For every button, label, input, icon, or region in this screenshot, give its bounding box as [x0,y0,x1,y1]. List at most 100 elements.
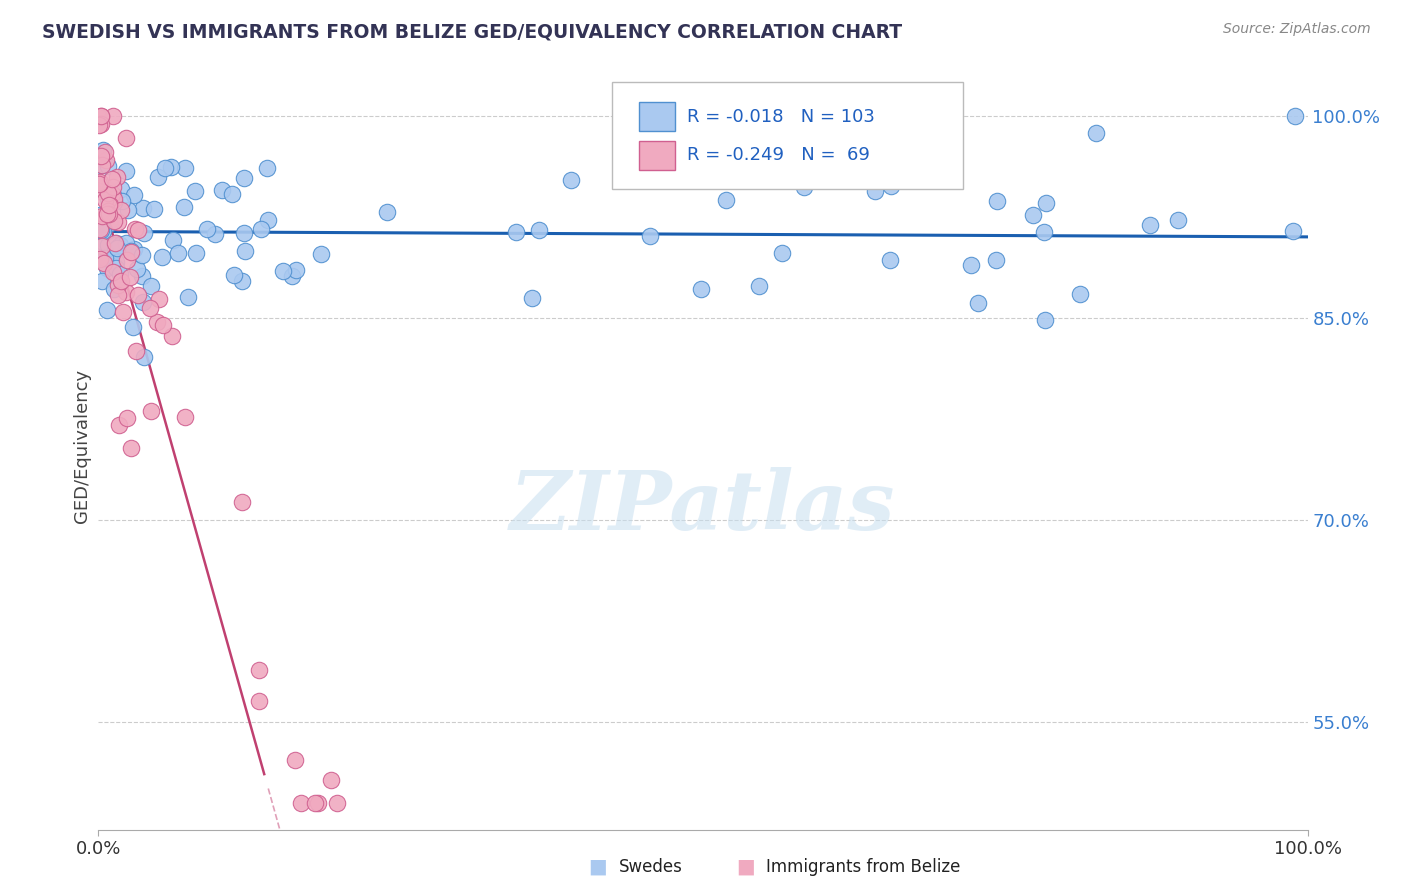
Point [793,179,815,194]
Point [117,411,139,425]
Point [139,301,162,315]
Point [527,223,550,237]
Point [233,244,256,258]
Point [90,148,112,162]
Point [90,223,112,237]
Point [690,282,713,296]
Point [91,158,114,172]
Point [115,285,138,299]
Point [285,263,308,277]
Point [121,244,143,259]
Text: Immigrants from Belize: Immigrants from Belize [766,858,960,876]
Point [101,109,124,123]
Point [107,241,129,255]
Point [770,246,793,260]
Point [108,267,131,281]
Point [91,239,114,253]
Point [284,753,307,767]
Point [714,194,737,208]
Point [256,161,278,176]
Text: SWEDISH VS IMMIGRANTS FROM BELIZE GED/EQUIVALENCY CORRELATION CHART: SWEDISH VS IMMIGRANTS FROM BELIZE GED/EQ… [42,22,903,41]
Point [89,208,111,222]
Point [321,773,343,788]
Point [96,189,118,203]
Point [204,227,226,241]
Point [103,179,125,194]
Point [100,198,122,212]
Point [125,262,148,277]
Point [233,226,256,240]
Point [1069,287,1091,301]
Point [108,418,131,433]
Point [104,237,127,252]
Point [271,264,294,278]
Point [112,304,135,318]
Text: R = -0.018   N = 103: R = -0.018 N = 103 [688,108,875,126]
Point [93,251,115,265]
Point [87,177,110,191]
Point [232,170,254,185]
Point [105,260,128,275]
Point [307,796,329,810]
Point [290,796,312,810]
Point [117,202,139,217]
Point [107,215,129,229]
Point [105,170,128,185]
Point [103,282,125,296]
Point [114,164,136,178]
Point [94,208,117,222]
Point [1022,208,1045,222]
Point [96,260,118,275]
Point [97,198,120,212]
Point [505,225,527,239]
Point [326,796,349,810]
Point [309,247,332,261]
Text: ▪: ▪ [588,853,607,881]
Point [100,172,122,186]
Point [177,290,200,304]
Point [94,193,117,207]
Point [986,253,1008,268]
Point [96,207,118,221]
Point [90,109,112,123]
Point [1281,224,1303,238]
Point [90,210,112,224]
Point [143,202,166,217]
Point [96,302,118,317]
Point [115,252,138,267]
Text: Source: ZipAtlas.com: Source: ZipAtlas.com [1223,22,1371,37]
Point [127,222,149,236]
Point [90,234,112,248]
Point [104,236,127,251]
Point [97,192,120,206]
Point [1284,109,1306,123]
Point [231,274,253,288]
Point [184,185,207,199]
Point [173,200,195,214]
Point [90,118,112,132]
Point [1033,312,1056,326]
Point [110,181,132,195]
Point [90,158,112,172]
Point [122,188,145,202]
Point [110,274,132,288]
Point [127,288,149,302]
Point [104,243,127,257]
Point [91,144,114,158]
Bar [638,103,675,131]
Point [281,268,304,283]
Point [879,252,901,267]
Point [120,269,142,284]
Point [124,222,146,236]
Point [132,201,155,215]
FancyBboxPatch shape [613,81,963,189]
Point [250,222,273,236]
Point [124,242,146,256]
Point [125,344,148,359]
Point [134,350,156,364]
Point [221,186,243,201]
Point [93,224,115,238]
Point [101,187,124,202]
Point [146,170,169,185]
Point [162,233,184,247]
